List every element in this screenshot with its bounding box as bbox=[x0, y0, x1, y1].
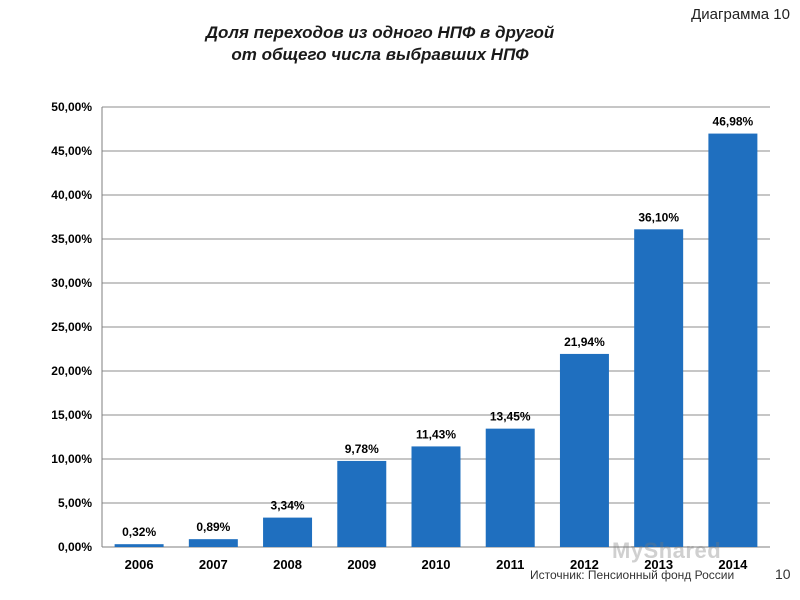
chart-title-line-2: от общего числа выбравших НПФ bbox=[231, 45, 529, 64]
bar bbox=[708, 133, 758, 548]
bar-value-label: 11,43% bbox=[416, 427, 456, 441]
y-tick-label: 20,00% bbox=[51, 364, 92, 378]
chart-title: Доля переходов из одного НПФ в другой от… bbox=[80, 22, 680, 66]
y-tick-label: 5,00% bbox=[58, 496, 92, 510]
x-tick-label: 2010 bbox=[422, 557, 451, 572]
bar-value-label: 36,10% bbox=[638, 210, 679, 224]
y-tick-label: 15,00% bbox=[51, 408, 92, 422]
y-tick-label: 10,00% bbox=[51, 452, 92, 466]
page-number: 10 bbox=[775, 566, 791, 582]
bar-value-label: 0,89% bbox=[196, 520, 230, 534]
watermark-logo: MyShared bbox=[612, 538, 722, 563]
x-tick-label: 2009 bbox=[347, 557, 376, 572]
y-tick-label: 25,00% bbox=[51, 320, 92, 334]
bar bbox=[559, 353, 609, 547]
bar bbox=[485, 428, 535, 547]
slide-label: Диаграмма 10 bbox=[691, 6, 790, 23]
bar bbox=[263, 517, 313, 547]
x-tick-label: 2006 bbox=[125, 557, 154, 572]
y-tick-label: 0,00% bbox=[58, 540, 92, 554]
x-tick-label: 2013 bbox=[644, 557, 673, 572]
x-tick-label: 2011 bbox=[496, 557, 524, 572]
bar bbox=[411, 446, 461, 547]
bar bbox=[337, 460, 387, 547]
bar-value-label: 46,98% bbox=[713, 115, 754, 129]
bar-value-label: 9,78% bbox=[345, 442, 379, 456]
bar bbox=[188, 539, 238, 547]
bar-value-label: 13,45% bbox=[490, 410, 531, 424]
y-tick-label: 50,00% bbox=[51, 100, 92, 114]
y-tick-label: 35,00% bbox=[51, 232, 92, 246]
bar bbox=[634, 229, 684, 547]
bar bbox=[114, 544, 164, 547]
bar-value-label: 21,94% bbox=[564, 335, 605, 349]
y-tick-label: 45,00% bbox=[51, 144, 92, 158]
x-tick-label: 2012 bbox=[570, 557, 599, 572]
bar-value-label: 0,32% bbox=[122, 525, 156, 539]
bar-value-label: 3,34% bbox=[271, 499, 305, 513]
y-tick-label: 40,00% bbox=[51, 188, 92, 202]
chart-title-line-1: Доля переходов из одного НПФ в другой bbox=[205, 23, 555, 42]
y-tick-label: 30,00% bbox=[51, 276, 92, 290]
x-tick-label: 2007 bbox=[199, 557, 228, 572]
x-tick-label: 2014 bbox=[718, 557, 748, 572]
source-note: Источник: Пенсионный фонд России bbox=[530, 568, 735, 582]
x-tick-label: 2008 bbox=[273, 557, 302, 572]
